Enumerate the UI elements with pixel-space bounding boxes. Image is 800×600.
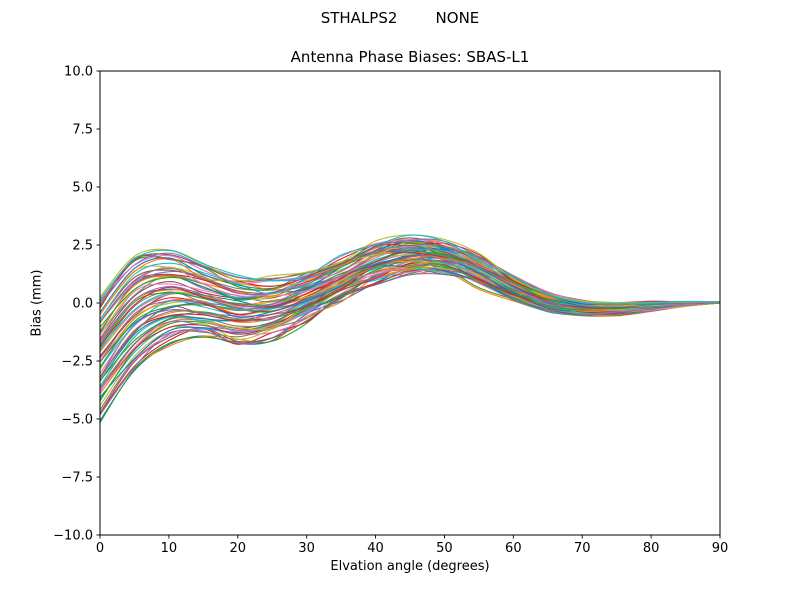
series-line [99, 249, 721, 348]
y-tick-label: 2.5 [72, 239, 93, 254]
x-tick-label: 70 [574, 541, 591, 556]
x-tick-label: 0 [96, 541, 104, 556]
y-tick-label: −7.5 [61, 471, 93, 486]
series-line [99, 268, 721, 411]
series-group [99, 234, 721, 424]
y-tick-label: 10.0 [64, 65, 93, 80]
x-tick-label: 10 [161, 541, 178, 556]
x-tick-label: 40 [367, 541, 384, 556]
x-tick-label: 90 [712, 541, 729, 556]
x-axis-label: Elvation angle (degrees) [330, 559, 490, 574]
y-tick-label: 5.0 [72, 181, 93, 196]
y-tick-label: 0.0 [72, 297, 93, 312]
series-line [99, 267, 721, 407]
x-tick-label: 50 [436, 541, 453, 556]
x-tick-label: 60 [505, 541, 522, 556]
series-line [99, 248, 721, 333]
y-tick-label: −2.5 [61, 355, 93, 370]
ticks-group: −10.0 −7.5 −5.0 −2.5 0.0 2.5 5.0 7.5 10.0 0 10 20 30… [53, 65, 728, 557]
y-axis-label: Bias (mm) [29, 269, 45, 337]
y-tick-label: −5.0 [61, 413, 93, 428]
series-line [99, 268, 721, 410]
series-line [99, 268, 721, 424]
series-line [99, 239, 721, 305]
series-line [99, 244, 721, 306]
series-line [99, 261, 721, 380]
series-line [99, 234, 721, 305]
series-line [99, 262, 721, 391]
y-tick-label: −10.0 [53, 529, 93, 544]
x-tick-label: 30 [298, 541, 315, 556]
y-tick-label: 7.5 [72, 123, 93, 138]
axes-box [99, 70, 721, 536]
series-line [99, 260, 721, 382]
x-tick-label: 20 [230, 541, 247, 556]
chart-title: Antenna Phase Biases: SBAS-L1 [290, 48, 530, 66]
figure-suptitle: STHALPS2 NONE [320, 9, 480, 27]
x-tick-label: 80 [643, 541, 660, 556]
